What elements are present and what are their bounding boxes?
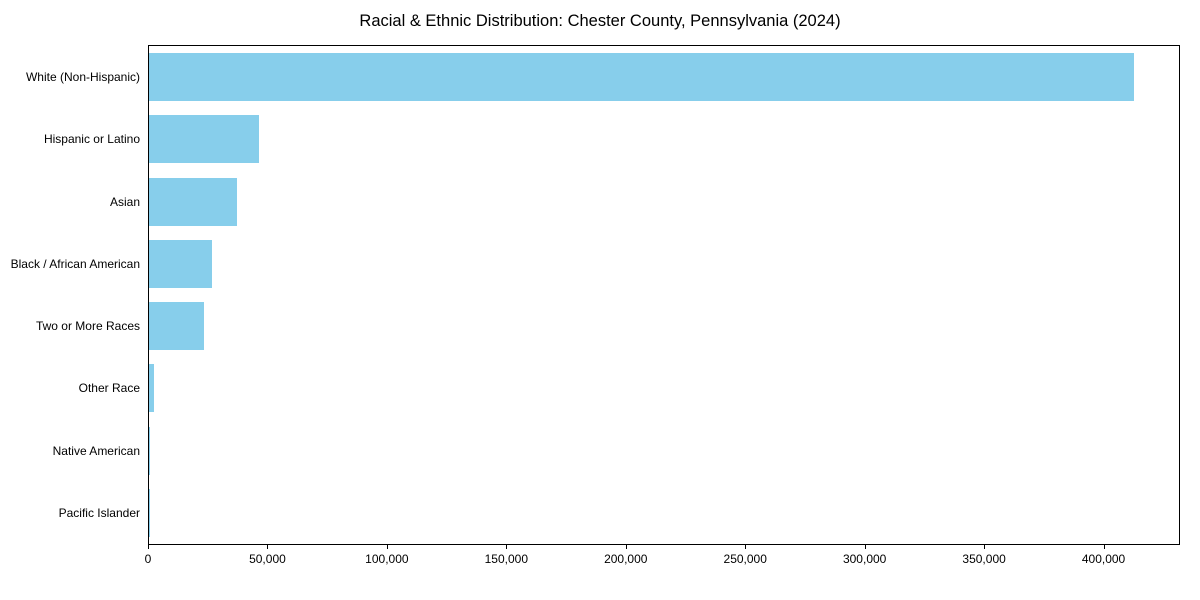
bar [149,177,238,226]
x-axis-tick-label: 350,000 [962,552,1006,566]
x-axis-tick-label: 100,000 [365,552,409,566]
bar [149,53,1134,102]
y-axis-category-label: Native American [52,443,140,458]
x-axis-tick-label: 50,000 [249,552,286,566]
y-axis-category-label: Asian [109,194,140,209]
x-axis-tick-mark [148,545,149,549]
x-axis-tick-mark [267,545,269,549]
bar-row: Two or More Races [36,295,1179,357]
bar-row: Asian [110,171,1179,233]
x-axis-tick-mark [984,545,986,549]
bar-row: Pacific Islander [59,482,1179,544]
bar-row: Native American [53,420,1179,482]
x-axis-tick-mark [386,545,388,549]
x-axis-tick-label: 150,000 [484,552,529,566]
x-axis-tick-mark [1103,545,1105,549]
y-axis-category-label: Hispanic or Latino [43,132,140,147]
y-axis-category-label: Pacific Islander [58,505,140,520]
chart-title: Racial & Ethnic Distribution: Chester Co… [359,12,841,30]
y-axis-category-label: Other Race [78,381,140,396]
y-axis-category-label: Two or More Races [35,319,140,334]
y-axis-category-label: White (Non-Hispanic) [25,70,140,85]
x-axis-tick-mark [864,545,866,549]
bar-row: Black / African American [11,233,1179,295]
x-axis: 0 50,000 100,000 150,000 200,000 250,000 300,0… [144,545,1180,577]
y-axis-category-label: Black / African American [10,256,140,271]
x-axis-tick-mark [506,545,508,549]
x-axis-tick-mark [745,545,747,549]
bar [149,426,151,475]
x-axis-tick-label: 250,000 [723,552,767,566]
x-axis-tick-label: 300,000 [842,552,887,566]
x-axis-tick-label: 200,000 [604,552,648,566]
x-axis-tick-label: 0 [144,552,152,566]
bar-row: Other Race [79,357,1179,419]
plot-area: White (Non-Hispanic) Hispanic or Latino As… [11,45,1180,545]
x-axis-tick-label: 400,000 [1081,552,1126,566]
bar-row: Hispanic or Latino [44,108,1179,170]
bar [149,302,204,351]
bar-row: White (Non-Hispanic) [26,46,1179,108]
bar [149,364,155,413]
bar [149,239,213,288]
x-axis-tick-mark [625,545,627,549]
bar [149,115,259,164]
